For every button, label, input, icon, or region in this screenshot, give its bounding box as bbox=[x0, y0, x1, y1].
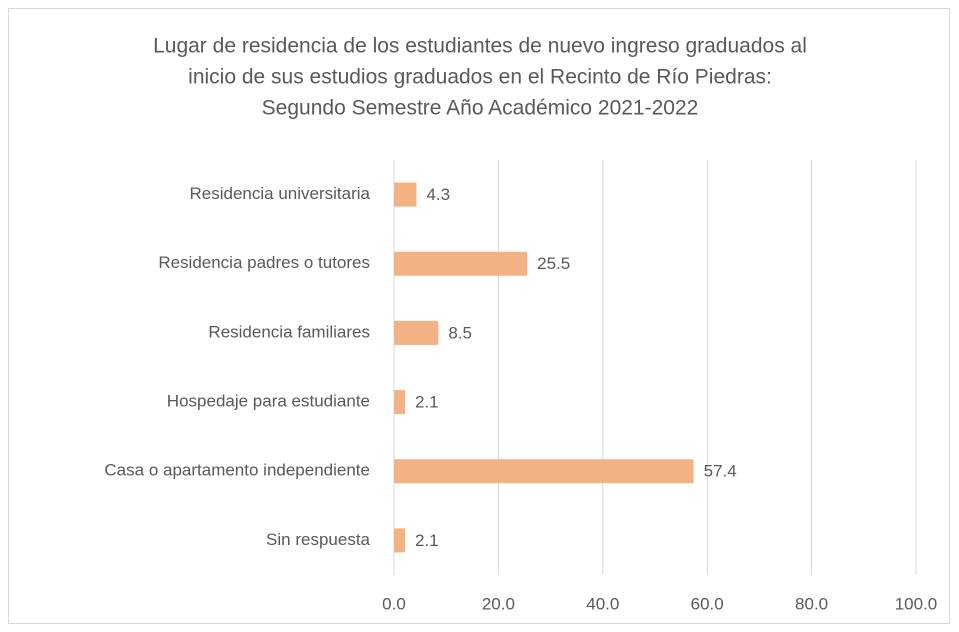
x-tick-label: 40.0 bbox=[586, 594, 619, 613]
bar bbox=[394, 528, 405, 553]
chart-title: Segundo Semestre Año Académico 2021-2022 bbox=[262, 97, 699, 120]
bar bbox=[394, 320, 439, 345]
bar bbox=[394, 390, 405, 415]
data-label: 57.4 bbox=[704, 462, 737, 481]
y-tick-label: Casa o apartamento independiente bbox=[104, 461, 370, 480]
bar bbox=[394, 251, 528, 276]
y-tick-label: Residencia familiares bbox=[208, 322, 370, 341]
x-tick-label: 60.0 bbox=[691, 594, 724, 613]
y-tick-label: Residencia universitaria bbox=[190, 184, 371, 203]
bar bbox=[394, 182, 417, 207]
chart-title: inicio de sus estudios graduados en el R… bbox=[188, 66, 772, 89]
data-label: 2.1 bbox=[415, 531, 439, 550]
y-tick-label: Hospedaje para estudiante bbox=[167, 392, 370, 411]
y-tick-label: Sin respuesta bbox=[266, 530, 370, 549]
bar bbox=[394, 459, 694, 484]
data-label: 25.5 bbox=[537, 254, 570, 273]
data-label: 4.3 bbox=[426, 185, 450, 204]
chart-border bbox=[8, 8, 950, 624]
x-tick-label: 100.0 bbox=[895, 594, 938, 613]
x-tick-label: 0.0 bbox=[382, 594, 406, 613]
x-tick-label: 20.0 bbox=[482, 594, 515, 613]
y-tick-label: Residencia padres o tutores bbox=[158, 253, 370, 272]
x-tick-label: 80.0 bbox=[795, 594, 828, 613]
data-label: 2.1 bbox=[415, 393, 439, 412]
chart-title: Lugar de residencia de los estudiantes d… bbox=[153, 35, 807, 58]
data-label: 8.5 bbox=[448, 323, 472, 342]
